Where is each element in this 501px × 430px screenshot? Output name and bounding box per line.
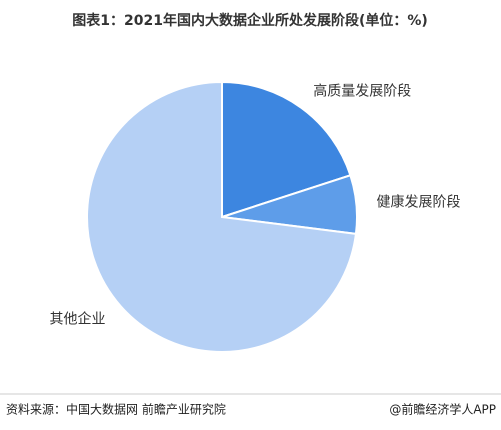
slice-label: 健康发展阶段 bbox=[377, 193, 461, 210]
slice-label: 其他企业 bbox=[50, 311, 106, 328]
credit: @前瞻经济学人APP bbox=[389, 402, 496, 417]
pie-slice bbox=[221, 80, 352, 219]
slice-label: 高质量发展阶段 bbox=[313, 82, 411, 99]
source: 资料来源：中国大数据网 前瞻产业研究院 bbox=[6, 402, 226, 417]
chart-title: 图表1：2021年国内大数据企业所处发展阶段(单位：%) bbox=[72, 12, 428, 29]
pie-slice bbox=[86, 80, 358, 353]
